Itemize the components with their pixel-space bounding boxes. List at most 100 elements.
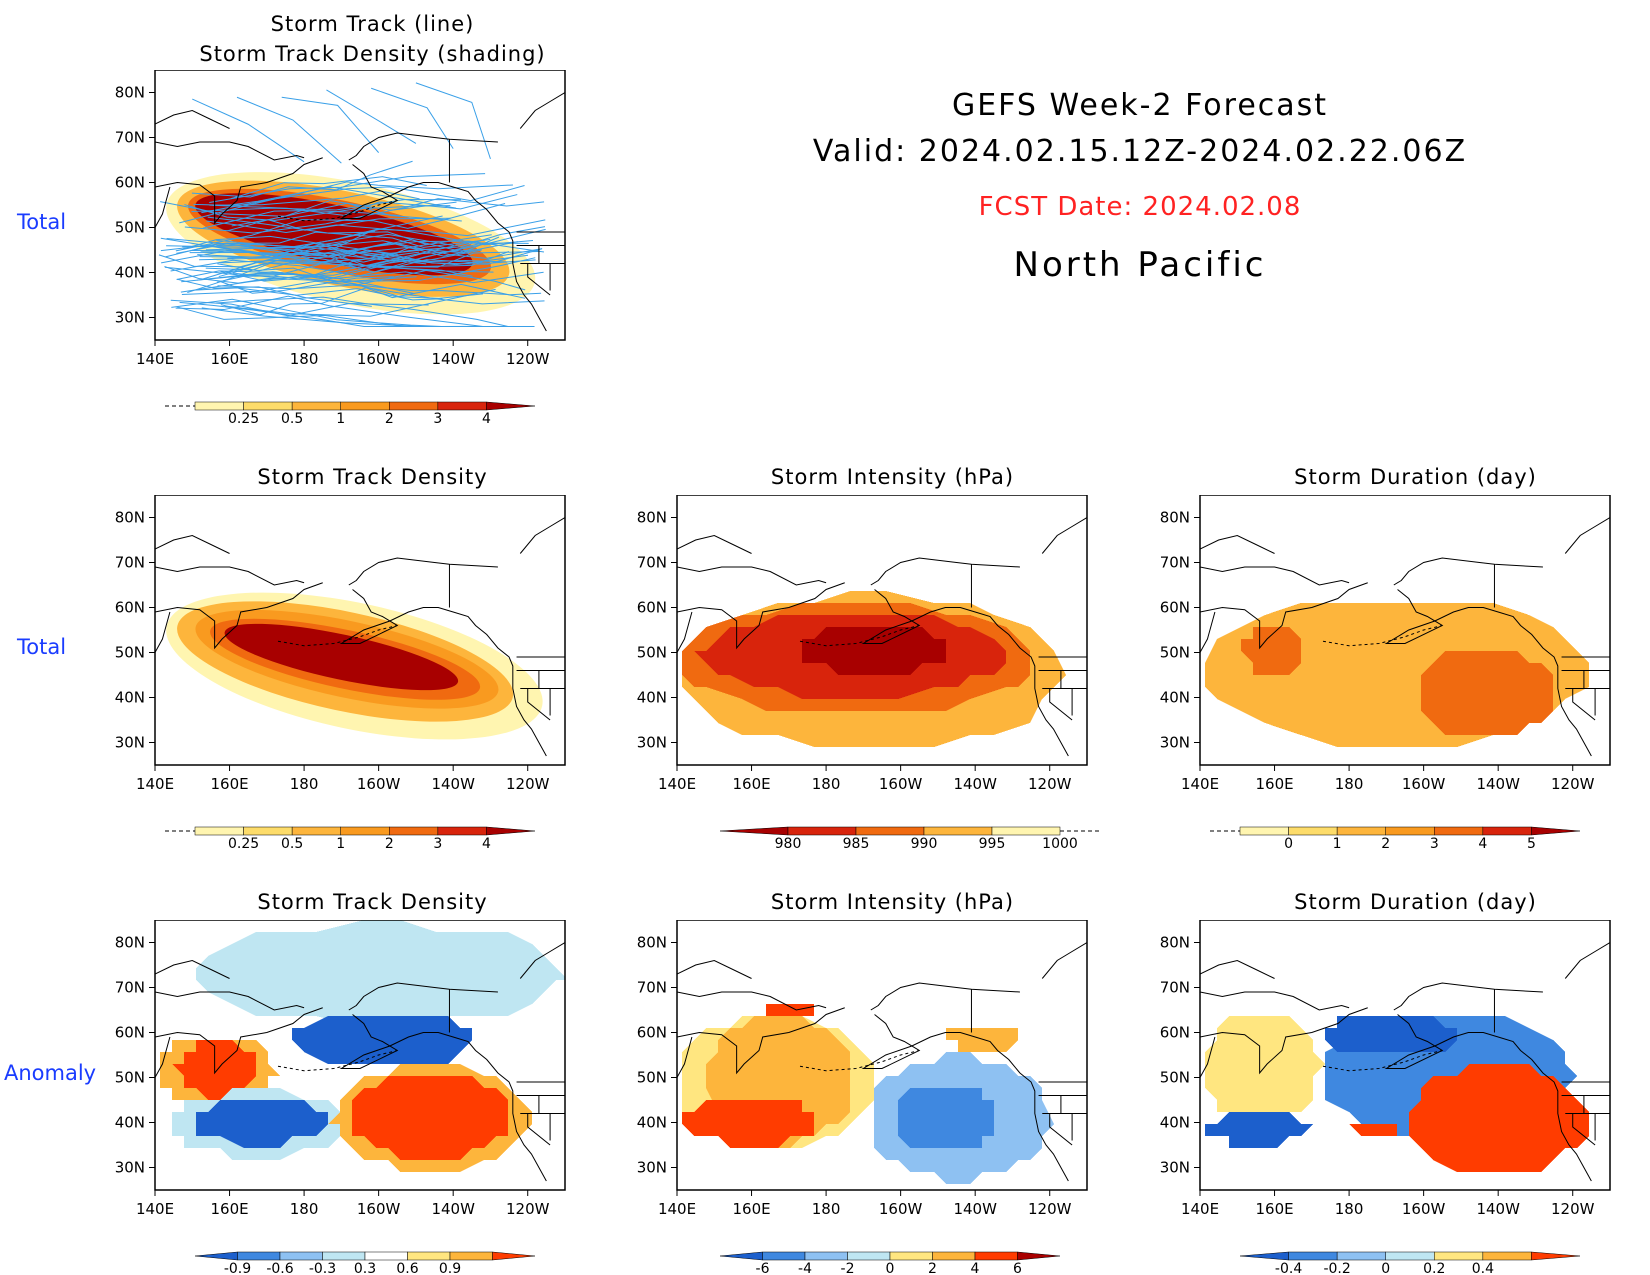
storm-track: [196, 271, 544, 284]
alaska-north-coast: [348, 557, 498, 586]
lon-tick-label: 140E: [136, 350, 174, 368]
colorbar-label: 0.3: [354, 1261, 376, 1275]
lat-tick-label: 40N: [1160, 1114, 1190, 1132]
colorbar-label: 0.25: [228, 836, 259, 852]
region-name: North Pacific: [1013, 245, 1267, 285]
colorbar-swatch: [1017, 1251, 1061, 1261]
duration-anomaly-map: 140E 160E 180 160W 140W 120W 80N 70N 60N 50N 40N 30…: [1160, 920, 1611, 1218]
lat-tick-label: 50N: [115, 644, 145, 662]
storm-track: [194, 287, 443, 301]
lat-tick-label: 40N: [637, 1114, 667, 1132]
lat-tick-label: 40N: [115, 689, 145, 707]
lon-tick-label: 140W: [431, 1200, 475, 1218]
colorbar-swatch: [1482, 1251, 1532, 1261]
state-border-ca-nv: [527, 1113, 551, 1146]
colorbar-swatch: [932, 1251, 976, 1261]
coastline: [677, 517, 1087, 757]
lat-tick-label: 80N: [637, 934, 667, 952]
lon-tick-label: 140W: [1476, 1200, 1520, 1218]
state-border-id: [1583, 1095, 1592, 1114]
state-border-id: [538, 245, 547, 264]
alaska-north-coast: [870, 557, 1020, 586]
colorbar-swatch: [1239, 826, 1289, 836]
colorbar-label: 2: [1381, 836, 1390, 852]
storm-track-arctic: [281, 96, 380, 153]
new-siberian-islands: [155, 959, 230, 979]
lat-tick-label: 30N: [1160, 1159, 1190, 1177]
siberia-coast: [677, 566, 827, 586]
density-anom-title: Storm Track Density: [257, 890, 488, 914]
lat-tick-label: 80N: [115, 509, 145, 527]
alaska-north-coast: [348, 982, 498, 1011]
colorbar-label: -0.4: [1275, 1261, 1302, 1275]
colorbar-swatch: [194, 401, 244, 411]
lat-tick-label: 60N: [115, 1024, 145, 1042]
state-border-ca-nv: [1049, 688, 1073, 721]
row-label-anomaly: Anomaly: [4, 1061, 97, 1085]
lon-tick-label: 180: [290, 775, 319, 793]
lat-tick-label: 50N: [637, 1069, 667, 1087]
colorbar-swatch: [364, 1251, 408, 1261]
forecast-title: GEFS Week-2 Forecast: [951, 88, 1329, 123]
lon-tick-label: 160W: [357, 775, 401, 793]
lat-tick-label: 30N: [115, 734, 145, 752]
intensity-colorbar: 980 985 990 995 1000: [719, 826, 1100, 852]
storm-track: [220, 287, 545, 316]
storm-track: [218, 241, 519, 278]
lon-tick-label: 140E: [1181, 1200, 1219, 1218]
storm-track: [201, 185, 525, 214]
colorbar-label: 0: [1381, 1261, 1390, 1275]
lat-tick-label: 30N: [637, 734, 667, 752]
lat-tick-label: 80N: [115, 84, 145, 102]
duration-anom-colorbar: -0.4 -0.2 0 0.2 0.4: [1239, 1251, 1581, 1275]
storm-track: [171, 298, 479, 328]
colorbar-swatch: [991, 826, 1061, 836]
intensity-anom-title: Storm Intensity (hPa): [770, 890, 1015, 914]
storm-track: [227, 233, 454, 259]
colorbar-label: 0.6: [396, 1261, 418, 1275]
storm-track: [176, 278, 372, 307]
data-cell-region: [172, 1040, 256, 1100]
lon-tick-label: 160E: [1255, 1200, 1293, 1218]
coastline: [1200, 517, 1610, 757]
lon-tick-label: 180: [290, 350, 319, 368]
lon-tick-label: 180: [812, 1200, 841, 1218]
data-cell-region: [352, 1076, 508, 1160]
storm-track: [233, 273, 415, 294]
lat-tick-label: 30N: [115, 1159, 145, 1177]
lon-tick-label: 180: [1335, 1200, 1364, 1218]
data-cell-region: [1349, 1124, 1409, 1136]
colorbar-label: 0.5: [281, 411, 303, 427]
new-siberian-islands: [677, 534, 752, 554]
state-border-id: [538, 1095, 547, 1114]
coastline: [1200, 942, 1610, 1182]
lat-tick-label: 60N: [637, 1024, 667, 1042]
colorbar-label: 3: [433, 411, 442, 427]
coastline: [155, 942, 565, 1182]
colorbar-swatch: [1336, 826, 1386, 836]
lon-tick-label: 160W: [879, 775, 923, 793]
arctic-islands: [1564, 942, 1610, 979]
colorbar-label: 4: [482, 836, 491, 852]
sakhalin-coast: [155, 1036, 171, 1078]
sakhalin-coast: [155, 186, 171, 228]
colorbar-swatch: [291, 826, 341, 836]
lon-tick-label: 160E: [732, 775, 770, 793]
lat-tick-label: 50N: [115, 1069, 145, 1087]
lon-tick-label: 160E: [210, 1200, 248, 1218]
storm-track: [230, 257, 536, 282]
kamchatka-coast: [1200, 1007, 1368, 1075]
storm-track: [184, 198, 545, 234]
lon-tick-label: 180: [812, 775, 841, 793]
storm-track-arctic: [236, 96, 342, 164]
colorbar-label: 6: [1013, 1261, 1022, 1275]
storm-track: [231, 202, 462, 227]
intensity-title: Storm Intensity (hPa): [770, 465, 1015, 489]
storm-track-arctic: [371, 87, 454, 149]
colorbar-swatch: [449, 1251, 493, 1261]
storm-track: [230, 176, 427, 200]
lat-tick-label: 40N: [637, 689, 667, 707]
siberia-coast: [677, 991, 827, 1011]
alaska-north-coast: [1393, 557, 1543, 586]
colorbar-label: 4: [971, 1261, 980, 1275]
